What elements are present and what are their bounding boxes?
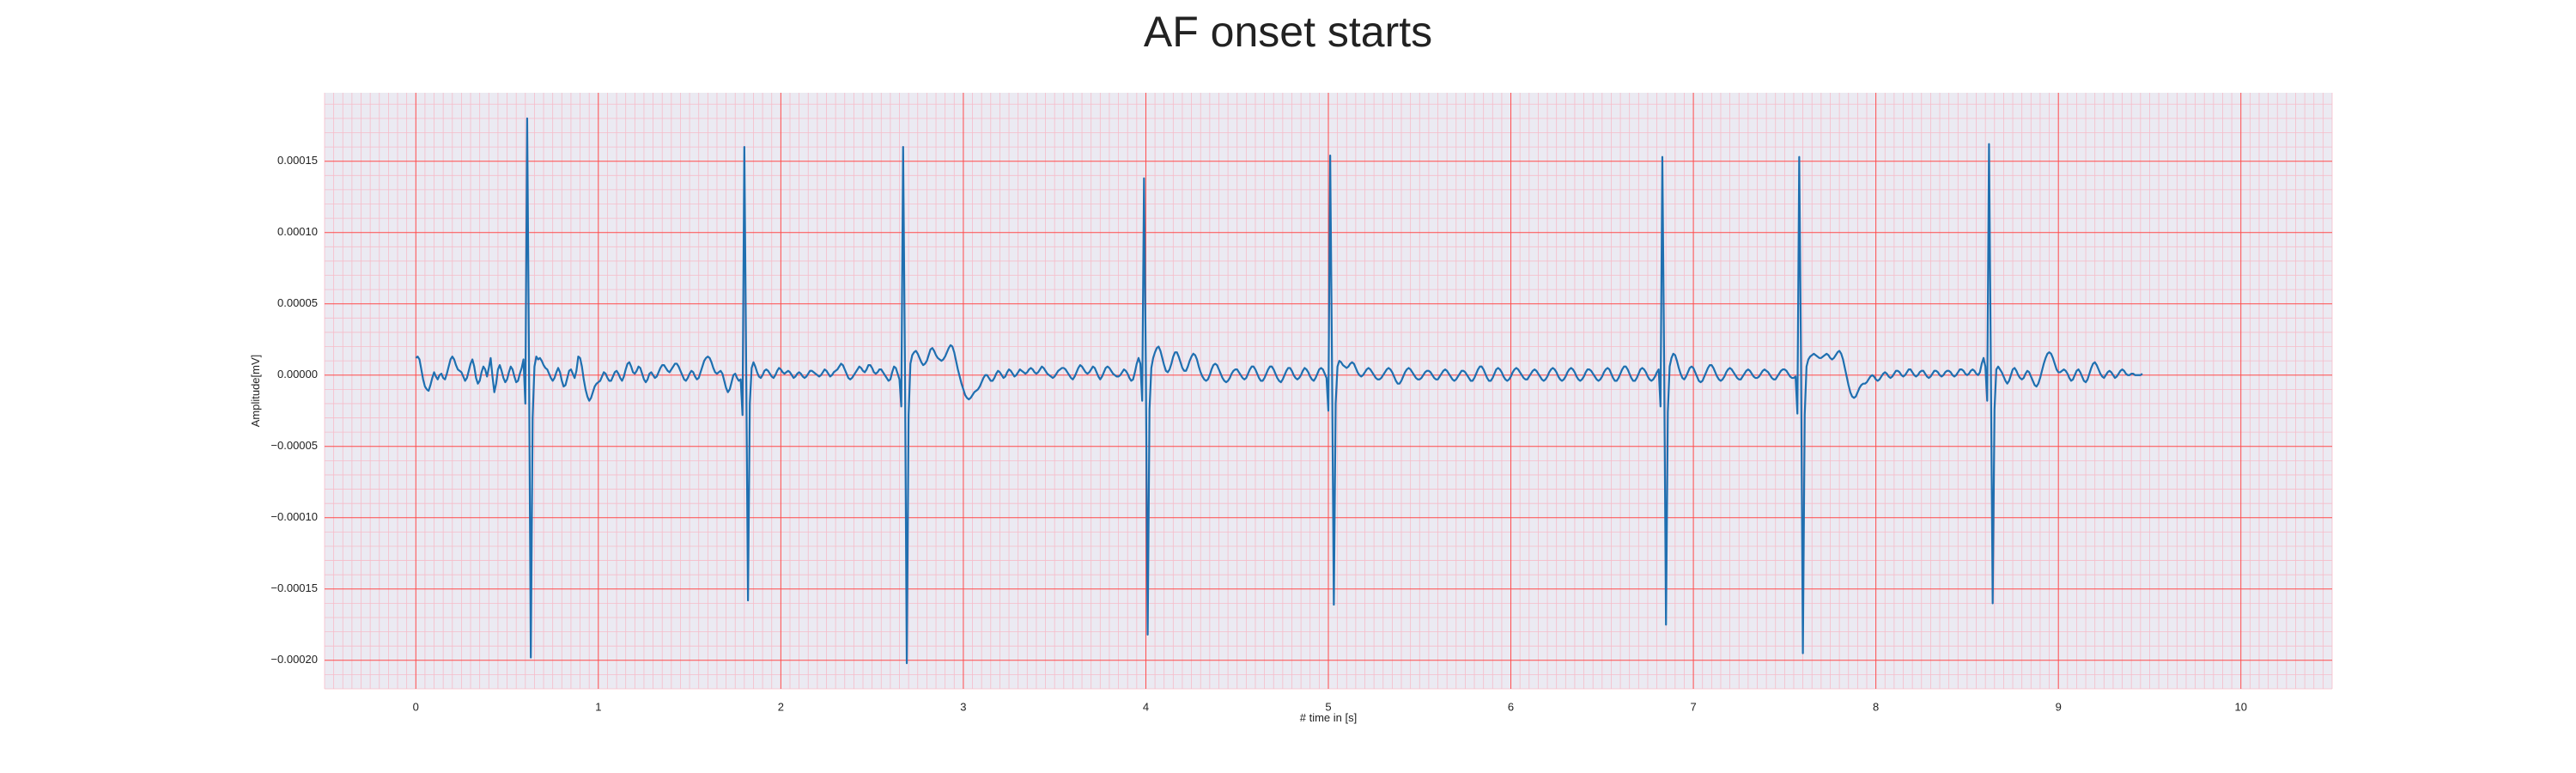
x-axis-ticks: 0 1 2 3 4 5 6 7 8 9 10: [413, 701, 2247, 714]
x-tick-label: 8: [1873, 701, 1879, 714]
chart-title: AF onset starts: [1144, 8, 1432, 56]
y-tick-label: −0.00020: [270, 653, 318, 666]
x-tick-label: 2: [778, 701, 784, 714]
x-axis-label: # time in [s]: [1300, 711, 1357, 724]
x-tick-label: 9: [2056, 701, 2062, 714]
x-tick-label: 6: [1508, 701, 1514, 714]
y-tick-label: −0.00015: [270, 581, 318, 594]
y-tick-label: 0.00015: [277, 154, 318, 167]
x-tick-label: 4: [1143, 701, 1149, 714]
y-tick-label: 0.00005: [277, 296, 318, 309]
y-tick-label: −0.00005: [270, 439, 318, 452]
x-tick-label: 3: [960, 701, 966, 714]
x-tick-label: 5: [1325, 701, 1331, 714]
y-axis-ticks: 0.00015 0.00010 0.00005 0.00000 −0.00005 −0.0…: [270, 154, 318, 666]
y-tick-label: −0.00010: [270, 510, 318, 523]
y-tick-label: 0.00000: [277, 368, 318, 380]
y-axis-label: Amplitude[mV]: [249, 355, 262, 428]
x-tick-label: 7: [1690, 701, 1696, 714]
ecg-series-line: [415, 117, 2143, 665]
x-tick-label: 1: [595, 701, 601, 714]
y-tick-label: 0.00010: [277, 225, 318, 238]
x-tick-label: 0: [413, 701, 419, 714]
x-tick-label: 10: [2234, 701, 2246, 714]
